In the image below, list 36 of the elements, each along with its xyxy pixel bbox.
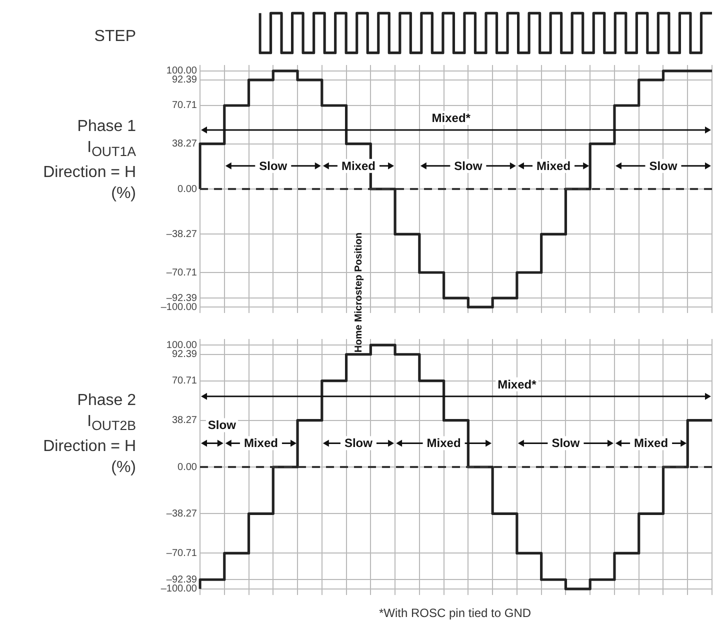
y-tick-label: –92.39 (166, 574, 198, 586)
annotation: Slow (454, 158, 483, 173)
annotation: Slow (259, 158, 288, 173)
y-axis-title: Phase 2 I$_{OUT2B}$ Direction = H (%) (42, 391, 136, 478)
y-tick-label: –100.00 (160, 302, 198, 313)
y-tick-label: 70.71 (172, 376, 198, 387)
y-tick-label: –100.00 (160, 584, 198, 595)
y-tick-label: 38.27 (172, 138, 198, 150)
annotation: Mixed (244, 436, 278, 450)
annotation: Slow (649, 158, 678, 173)
y-axis-title: Phase 1 I$_{OUT1A}$ Direction = H (%) (42, 117, 136, 204)
y-tick-label: 70.71 (172, 100, 198, 112)
annotation: Slow (552, 436, 580, 450)
annotation: Mixed (426, 436, 461, 450)
annotation: Slow (344, 436, 374, 450)
y-tick-label: 38.27 (172, 415, 198, 426)
y-tick-label: 92.39 (172, 74, 198, 86)
annotation: Home Microstep Position (354, 232, 365, 352)
annotation: Mixed* (432, 110, 471, 125)
y-tick-label: –70.71 (166, 267, 198, 278)
y-axis-title: STEP (93, 27, 136, 47)
y-tick-label: 92.39 (172, 349, 198, 360)
y-tick-label: –92.39 (166, 292, 198, 304)
annotation: Slow (208, 418, 237, 432)
annotation: Mixed (634, 436, 668, 450)
y-tick-label: 100.00 (166, 66, 198, 77)
annotation: Mixed (341, 158, 376, 173)
y-tick-label: –38.27 (166, 228, 198, 240)
annotation: Mixed* (498, 377, 537, 392)
y-tick-label: 100.00 (166, 340, 198, 351)
y-tick-label: –38.27 (166, 508, 198, 520)
annotation: Mixed (536, 158, 571, 173)
y-tick-label: 0.00 (178, 184, 198, 195)
text: *With ROSC pin tied to GND (379, 606, 532, 620)
y-tick-label: –70.71 (166, 548, 198, 559)
y-tick-label: 0.00 (178, 462, 198, 473)
